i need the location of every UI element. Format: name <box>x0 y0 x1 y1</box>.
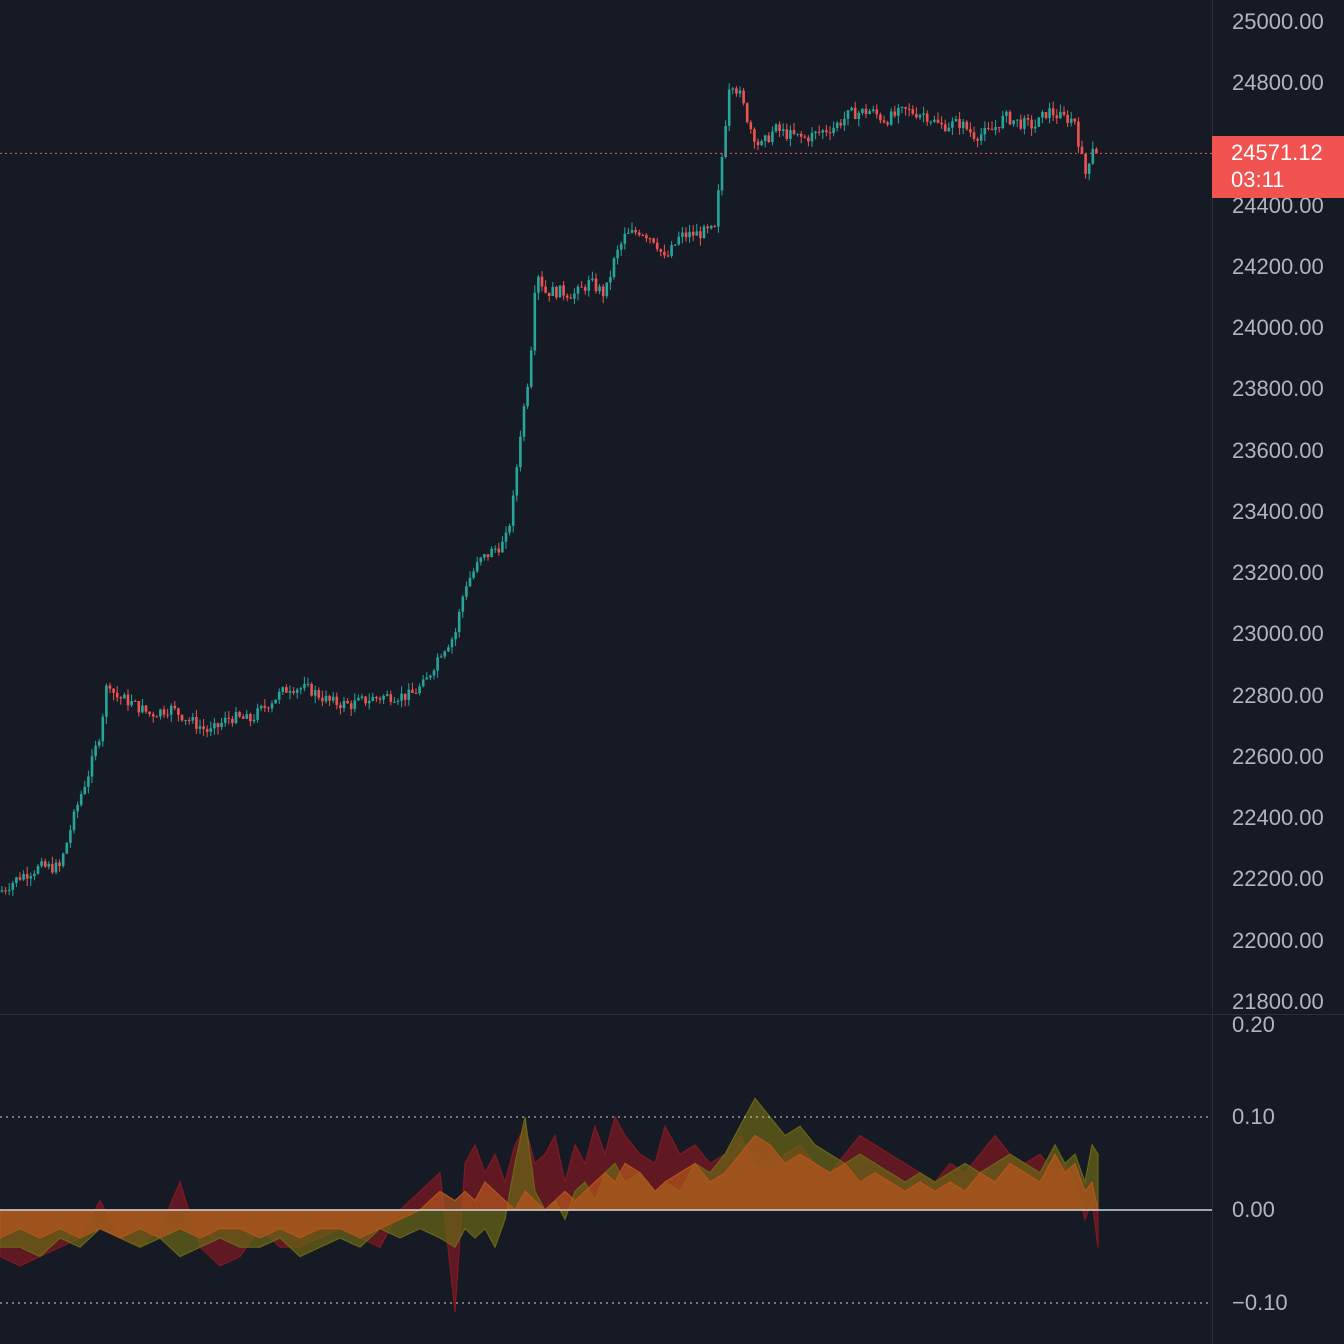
axis-tick-label: 23000.00 <box>1232 621 1324 646</box>
axis-tick-label: −0.10 <box>1232 1290 1288 1315</box>
axis-tick-label: 25000.00 <box>1232 9 1324 34</box>
candlestick-series <box>0 83 1212 896</box>
last-price-label: 24571.12 <box>1231 140 1323 165</box>
bar-countdown-label: 03:11 <box>1231 167 1285 192</box>
axis-tick-label: 24800.00 <box>1232 70 1324 95</box>
oscillator-axis[interactable]: 0.20 0.10 0.00 −0.10 <box>1212 1012 1344 1344</box>
oscillator-series <box>0 1097 1212 1313</box>
price-pane[interactable] <box>0 0 1212 1014</box>
axis-tick-label: 0.00 <box>1232 1197 1275 1222</box>
axis-tick-label: 22800.00 <box>1232 683 1324 708</box>
oscillator-pane[interactable] <box>0 1015 1212 1344</box>
last-price-badge: 24571.12 03:11 <box>1212 136 1344 198</box>
pane-separator[interactable] <box>0 1014 1344 1015</box>
axis-tick-label: 22000.00 <box>1232 928 1324 953</box>
axis-tick-label: 23800.00 <box>1232 376 1324 401</box>
axis-tick-label: 0.10 <box>1232 1104 1275 1129</box>
axis-tick-label: 0.20 <box>1232 1012 1275 1037</box>
axis-tick-label: 23200.00 <box>1232 560 1324 585</box>
axis-tick-label: 21800.00 <box>1232 989 1324 1014</box>
price-axis[interactable]: 25000.00 24800.00 24400.00 24200.00 24000.00… <box>1212 0 1344 1014</box>
axis-tick-label: 22400.00 <box>1232 805 1324 830</box>
axis-tick-label: 24000.00 <box>1232 315 1324 340</box>
axis-tick-label: 24200.00 <box>1232 254 1324 279</box>
axis-tick-label: 23400.00 <box>1232 499 1324 524</box>
axis-tick-label: 24400.00 <box>1232 193 1324 218</box>
axis-tick-label: 22600.00 <box>1232 744 1324 769</box>
axis-tick-label: 23600.00 <box>1232 438 1324 463</box>
axis-tick-label: 22200.00 <box>1232 866 1324 891</box>
